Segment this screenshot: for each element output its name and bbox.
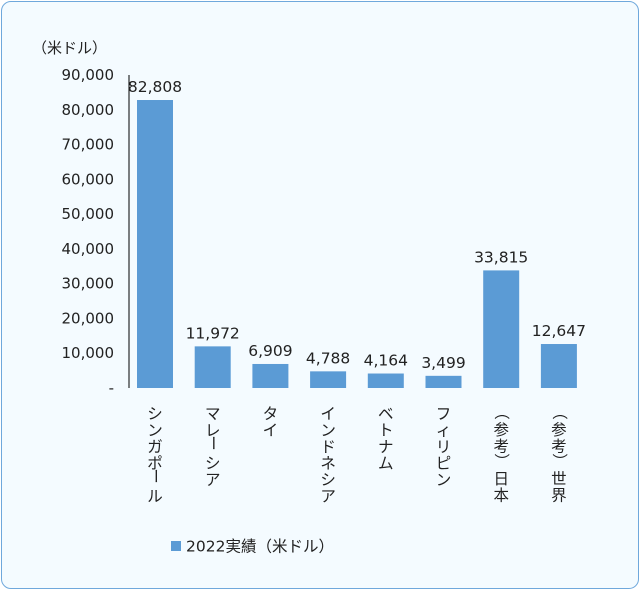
svg-text:ー: ー xyxy=(147,468,165,484)
svg-text:本: 本 xyxy=(493,487,509,505)
svg-text:）: ） xyxy=(550,453,568,469)
svg-text:シ: シ xyxy=(320,471,336,489)
bar xyxy=(252,363,289,388)
bar xyxy=(540,344,577,388)
y-tick-label: 70,000 xyxy=(62,136,115,154)
bar xyxy=(137,100,173,388)
category-label: タイ xyxy=(263,405,279,440)
y-tick-label: 20,000 xyxy=(62,309,115,327)
svg-text:ガ: ガ xyxy=(147,438,163,456)
svg-text:マ: マ xyxy=(205,405,221,423)
data-labels: 82,808 11,972 6,909 4,788 4,164 3,499 33,815 12… xyxy=(128,78,586,372)
y-tick-label: 80,000 xyxy=(62,101,115,119)
svg-text:フ: フ xyxy=(436,405,452,423)
y-axis-unit-label: （米ドル） xyxy=(32,39,107,57)
bars xyxy=(137,100,577,388)
svg-text:レ: レ xyxy=(205,422,221,440)
svg-text:（: （ xyxy=(550,404,568,420)
svg-text:考: 考 xyxy=(493,438,509,456)
svg-text:タ: タ xyxy=(263,405,279,423)
svg-text:ム: ム xyxy=(378,455,394,473)
svg-text:ィ: ィ xyxy=(436,422,452,440)
svg-text:世: 世 xyxy=(551,470,567,488)
svg-text:ン: ン xyxy=(147,422,163,440)
svg-text:参: 参 xyxy=(493,421,509,439)
svg-text:シ: シ xyxy=(147,405,163,423)
svg-text:考: 考 xyxy=(551,438,567,456)
svg-text:ベ: ベ xyxy=(378,405,394,423)
y-tick-label: 90,000 xyxy=(62,66,115,84)
svg-text:ナ: ナ xyxy=(378,438,394,456)
svg-text:）: ） xyxy=(493,453,511,469)
svg-text:イ: イ xyxy=(263,422,279,440)
bar xyxy=(194,346,231,388)
svg-text:ー: ー xyxy=(204,435,222,451)
svg-text:ア: ア xyxy=(320,488,336,506)
svg-text:界: 界 xyxy=(551,487,567,505)
legend: 2022実績（米ドル） xyxy=(171,538,334,556)
svg-text:日: 日 xyxy=(493,470,509,488)
svg-text:（: （ xyxy=(493,404,511,420)
data-label: 12,647 xyxy=(532,322,586,340)
bar xyxy=(310,371,347,388)
svg-text:ル: ル xyxy=(147,488,163,506)
svg-text:ン: ン xyxy=(436,471,452,489)
svg-text:リ: リ xyxy=(436,438,452,456)
svg-text:ア: ア xyxy=(205,471,221,489)
svg-text:イ: イ xyxy=(320,405,336,423)
y-tick-label: - xyxy=(109,379,114,397)
legend-swatch xyxy=(171,541,181,551)
y-tick-label: 40,000 xyxy=(62,240,115,258)
svg-text:ド: ド xyxy=(320,438,336,456)
data-label: 4,164 xyxy=(364,352,408,370)
svg-text:ピ: ピ xyxy=(436,455,452,473)
category-label: （参考）世界 xyxy=(550,404,568,504)
svg-text:参: 参 xyxy=(551,421,567,439)
y-tick-label: 60,000 xyxy=(62,170,115,188)
svg-text:シ: シ xyxy=(205,455,221,473)
data-label: 11,972 xyxy=(186,324,240,342)
bar xyxy=(367,373,404,388)
data-label: 6,909 xyxy=(248,342,292,360)
svg-text:ン: ン xyxy=(320,422,336,440)
y-tick-label: 30,000 xyxy=(62,275,115,293)
y-tick-label: 50,000 xyxy=(62,205,115,223)
data-label: 3,499 xyxy=(421,354,465,372)
svg-text:ト: ト xyxy=(378,422,394,440)
bar xyxy=(483,270,520,388)
bar xyxy=(425,375,462,388)
svg-text:ネ: ネ xyxy=(320,455,336,473)
svg-text:ポ: ポ xyxy=(147,455,163,473)
y-axis-ticks: - 10,000 20,000 30,000 40,000 50,000 60,000 70,… xyxy=(62,66,115,397)
data-label: 82,808 xyxy=(128,78,182,96)
legend-label: 2022実績（米ドル） xyxy=(186,538,334,556)
category-label: （参考）日本 xyxy=(493,404,511,504)
data-label: 4,788 xyxy=(306,349,350,367)
data-label: 33,815 xyxy=(474,248,528,266)
y-tick-label: 10,000 xyxy=(62,344,115,362)
